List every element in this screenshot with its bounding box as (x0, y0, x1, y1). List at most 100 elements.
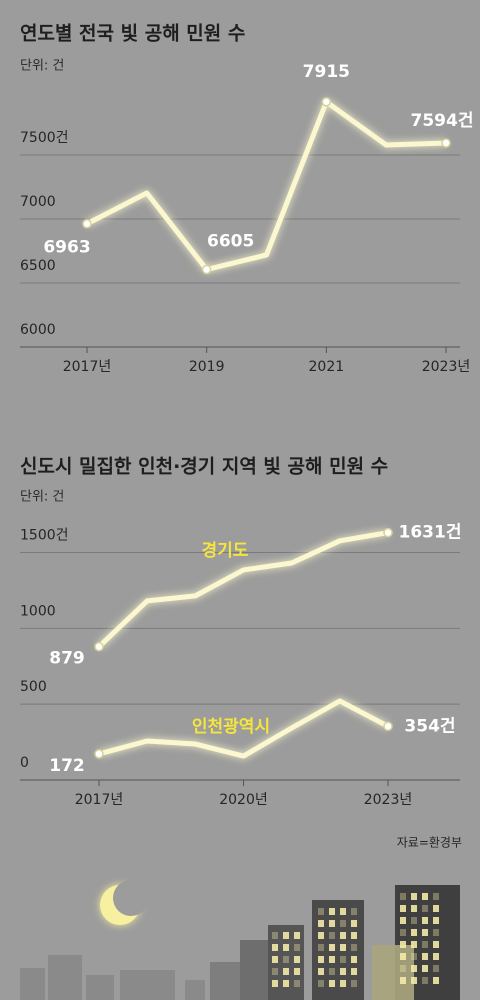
x-tick-label: 2017년 (75, 792, 124, 808)
window (351, 908, 357, 915)
value-label: 6963 (43, 238, 90, 258)
y-tick-label: 6500 (20, 258, 56, 274)
x-tick-label: 2021 (309, 359, 345, 375)
window (329, 932, 335, 939)
y-tick-label: 6000 (20, 322, 56, 338)
window (351, 920, 357, 927)
window (422, 929, 428, 936)
window (351, 932, 357, 939)
window (294, 968, 300, 975)
series-label: 경기도 (202, 541, 249, 561)
data-point (383, 721, 393, 732)
data-point (441, 138, 451, 148)
window (433, 977, 439, 984)
building (312, 900, 364, 1000)
building (86, 975, 114, 1000)
window (351, 944, 357, 951)
series-label: 인천광역시 (192, 717, 270, 737)
window (351, 968, 357, 975)
data-point (201, 264, 212, 275)
value-label: 172 (49, 756, 85, 776)
window (283, 932, 289, 939)
window (283, 956, 289, 963)
window (329, 956, 335, 963)
window (272, 956, 278, 963)
window (422, 965, 428, 972)
window (283, 944, 289, 951)
window (400, 941, 406, 948)
window (422, 893, 428, 900)
window (340, 968, 346, 975)
window (283, 980, 289, 987)
window (422, 905, 428, 912)
window (400, 893, 406, 900)
chart-title: 연도별 전국 빛 공해 민원 수 (20, 23, 245, 45)
window (294, 980, 300, 987)
window (318, 932, 324, 939)
window (400, 905, 406, 912)
window (351, 980, 357, 987)
window (272, 944, 278, 951)
window (433, 905, 439, 912)
window (340, 956, 346, 963)
window (411, 941, 417, 948)
window (411, 905, 417, 912)
x-tick-label: 2019 (189, 359, 225, 375)
x-tick-label: 2017년 (63, 359, 112, 375)
chart-title: 신도시 밀집한 인천·경기 지역 빛 공해 민원 수 (20, 456, 388, 478)
value-label: 7915 (303, 62, 350, 82)
window (318, 956, 324, 963)
window (433, 893, 439, 900)
building (48, 955, 82, 1000)
skyline-decoration (20, 880, 460, 1000)
window (329, 920, 335, 927)
window (340, 944, 346, 951)
lit-building (372, 945, 414, 1000)
data-line (97, 530, 389, 649)
window (433, 941, 439, 948)
window (272, 980, 278, 987)
window (318, 908, 324, 915)
window (422, 941, 428, 948)
data-line (85, 99, 447, 273)
data-point (321, 97, 332, 107)
moon-shadow (113, 880, 149, 916)
window (422, 917, 428, 924)
window (294, 932, 300, 939)
window (433, 917, 439, 924)
window (329, 980, 335, 987)
window (329, 968, 335, 975)
window (422, 977, 428, 984)
building (240, 940, 268, 1000)
window (318, 920, 324, 927)
unit-label: 단위: 건 (20, 59, 64, 74)
data-point (94, 641, 104, 652)
window (422, 953, 428, 960)
value-label: 6605 (207, 232, 254, 252)
window (411, 893, 417, 900)
window (329, 944, 335, 951)
windows (272, 893, 439, 1000)
window (329, 908, 335, 915)
y-tick-label: 500 (20, 679, 47, 695)
x-tick-label: 2023년 (422, 359, 471, 375)
window (294, 944, 300, 951)
window (318, 980, 324, 987)
y-tick-label: 7500건 (20, 130, 69, 146)
unit-label: 단위: 건 (20, 490, 64, 505)
window (318, 968, 324, 975)
window (400, 929, 406, 936)
window (400, 917, 406, 924)
y-tick-label: 1500건 (20, 528, 69, 544)
data-point (383, 527, 393, 538)
value-label: 1631건 (399, 523, 462, 543)
value-label: 879 (49, 649, 85, 669)
window (272, 968, 278, 975)
window (411, 929, 417, 936)
data-point (82, 218, 92, 229)
building (185, 980, 205, 1000)
window (433, 953, 439, 960)
window (340, 980, 346, 987)
